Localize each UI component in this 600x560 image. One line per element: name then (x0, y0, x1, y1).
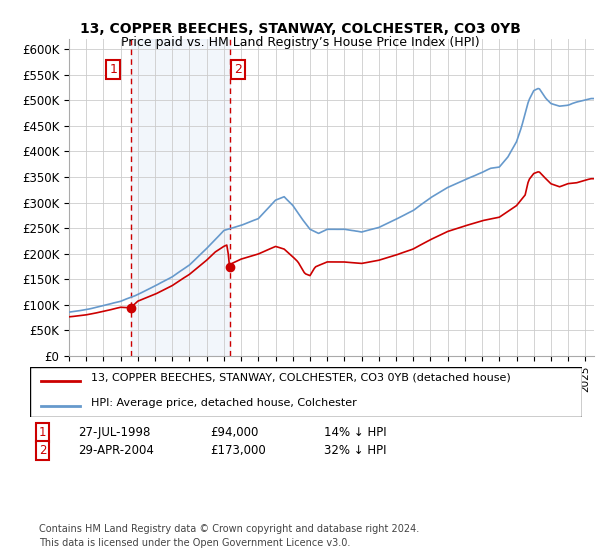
Text: 1: 1 (39, 426, 47, 439)
Text: 2: 2 (39, 444, 47, 458)
Text: 14% ↓ HPI: 14% ↓ HPI (324, 426, 386, 439)
Text: Contains HM Land Registry data © Crown copyright and database right 2024.
This d: Contains HM Land Registry data © Crown c… (39, 524, 419, 548)
Text: 1: 1 (109, 63, 118, 76)
Text: 13, COPPER BEECHES, STANWAY, COLCHESTER, CO3 0YB: 13, COPPER BEECHES, STANWAY, COLCHESTER,… (80, 22, 520, 36)
Text: £94,000: £94,000 (210, 426, 259, 439)
Bar (131, 39, 230, 356)
Text: 29-APR-2004: 29-APR-2004 (78, 444, 154, 458)
Text: 27-JUL-1998: 27-JUL-1998 (78, 426, 151, 439)
Text: £173,000: £173,000 (210, 444, 266, 458)
Text: Price paid vs. HM Land Registry’s House Price Index (HPI): Price paid vs. HM Land Registry’s House … (121, 36, 479, 49)
Text: 32% ↓ HPI: 32% ↓ HPI (324, 444, 386, 458)
Text: 2: 2 (234, 63, 242, 76)
Text: HPI: Average price, detached house, Colchester: HPI: Average price, detached house, Colc… (91, 398, 356, 408)
Text: 13, COPPER BEECHES, STANWAY, COLCHESTER, CO3 0YB (detached house): 13, COPPER BEECHES, STANWAY, COLCHESTER,… (91, 373, 511, 383)
